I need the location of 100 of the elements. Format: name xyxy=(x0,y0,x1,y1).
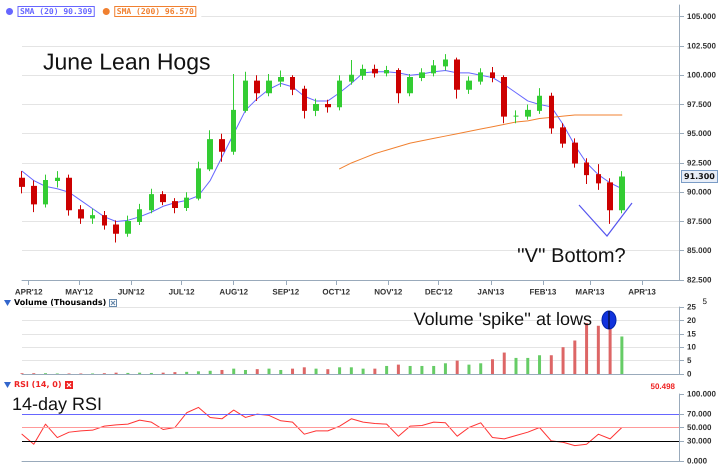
y-tick-label: 92.500 xyxy=(687,158,712,168)
candlestick xyxy=(55,170,60,188)
candlestick xyxy=(172,198,178,214)
candlestick xyxy=(149,188,154,214)
annotation: Volume 'spike'' at lows xyxy=(414,309,592,330)
bar xyxy=(220,370,224,374)
candlestick xyxy=(349,60,354,86)
bar xyxy=(314,368,318,374)
bar xyxy=(196,371,200,374)
candlestick xyxy=(466,76,472,94)
y-tick-label: 102.500 xyxy=(687,41,716,50)
x-tick-label: MAR'13 xyxy=(575,288,605,296)
y-tick-label: 25 xyxy=(687,302,696,312)
text: 50.498 xyxy=(650,382,675,391)
y-tick-label: 97.500 xyxy=(687,100,712,109)
bar xyxy=(244,370,247,374)
bar xyxy=(291,368,294,374)
x-tick-label: APR'13 xyxy=(628,288,656,296)
candlestick xyxy=(443,54,448,72)
candlestick xyxy=(43,174,48,208)
candlestick xyxy=(537,88,542,114)
candlestick xyxy=(102,210,107,230)
bar xyxy=(326,369,330,374)
bar xyxy=(444,363,447,374)
bar xyxy=(490,359,494,374)
bar xyxy=(620,336,624,374)
y-tick-label: 50.000 xyxy=(687,423,712,432)
candlestick xyxy=(560,122,566,148)
y-tick-label: 30.000 xyxy=(687,436,712,446)
x-tick-label: OCT'12 xyxy=(322,288,351,296)
candlestick xyxy=(549,92,554,134)
candlestick xyxy=(19,170,25,194)
candlestick xyxy=(90,208,95,224)
bar xyxy=(256,369,259,374)
bar xyxy=(268,368,271,374)
text: 91.300 xyxy=(681,170,718,183)
bar xyxy=(562,347,565,374)
candlestick xyxy=(219,133,225,162)
bar xyxy=(373,368,376,374)
bar xyxy=(573,340,576,374)
candlestick xyxy=(525,104,531,120)
bar xyxy=(350,367,353,374)
bar xyxy=(302,367,306,374)
candlestick xyxy=(572,138,578,168)
x-tick-label: DEC'12 xyxy=(424,288,454,296)
candlestick xyxy=(66,174,72,216)
bar xyxy=(420,366,424,374)
candlestick xyxy=(607,178,613,224)
bar xyxy=(550,355,553,374)
y-tick-label: 90.000 xyxy=(687,188,712,197)
x-tick-label: JUN'12 xyxy=(118,288,146,296)
candlestick xyxy=(184,192,189,212)
candlestick xyxy=(513,110,519,124)
y-tick-label: 0 xyxy=(687,370,692,378)
candlestick xyxy=(207,130,213,172)
candlestick xyxy=(372,64,378,78)
candlestick xyxy=(619,170,625,214)
candlestick xyxy=(290,74,295,96)
candlestick xyxy=(125,215,131,238)
candlestick xyxy=(384,65,389,77)
y-tick-label: 85.000 xyxy=(687,246,712,256)
y-tick-label: 87.500 xyxy=(687,216,712,226)
bar xyxy=(396,364,400,374)
candlestick xyxy=(360,64,366,80)
candlestick xyxy=(501,74,507,124)
bar xyxy=(385,366,388,374)
bar xyxy=(338,367,342,374)
candlestick xyxy=(431,60,436,77)
bar xyxy=(467,364,470,374)
candlestick xyxy=(396,68,401,104)
x-tick-label: APR'12 xyxy=(14,288,44,296)
x-tick-label: SEP'12 xyxy=(272,288,300,296)
annotation: 14-day RSI xyxy=(12,394,102,415)
legend-label: SMA (20) 90.309 xyxy=(20,7,92,16)
x-tick-label: JAN'13 xyxy=(477,288,505,296)
y-tick-label: 100.000 xyxy=(687,390,716,398)
bar xyxy=(479,363,482,374)
bar xyxy=(514,358,518,374)
candlestick xyxy=(196,161,201,201)
candlestick xyxy=(596,164,601,190)
x-tick-label: JUL'12 xyxy=(168,288,196,296)
bar xyxy=(432,366,436,374)
annotation: ''V'' Bottom? xyxy=(517,245,626,268)
candlestick xyxy=(490,66,495,83)
chart-title: RSI (14, 0) xyxy=(14,380,62,389)
bar xyxy=(456,360,459,374)
candlestick xyxy=(419,68,425,82)
y-tick-label: 10 xyxy=(687,342,696,352)
bar xyxy=(232,368,236,374)
line-series xyxy=(339,114,622,170)
candlestick xyxy=(325,99,331,114)
bar xyxy=(408,366,412,374)
candlestick xyxy=(31,180,37,213)
candlestick xyxy=(302,85,307,120)
x-tick-label: AUG'12 xyxy=(219,288,249,296)
candlestick xyxy=(266,74,272,97)
bar xyxy=(362,368,365,374)
x-tick-label: FEB'13 xyxy=(529,288,557,296)
y-tick-label: 70.000 xyxy=(687,410,712,419)
candlestick xyxy=(478,68,483,86)
